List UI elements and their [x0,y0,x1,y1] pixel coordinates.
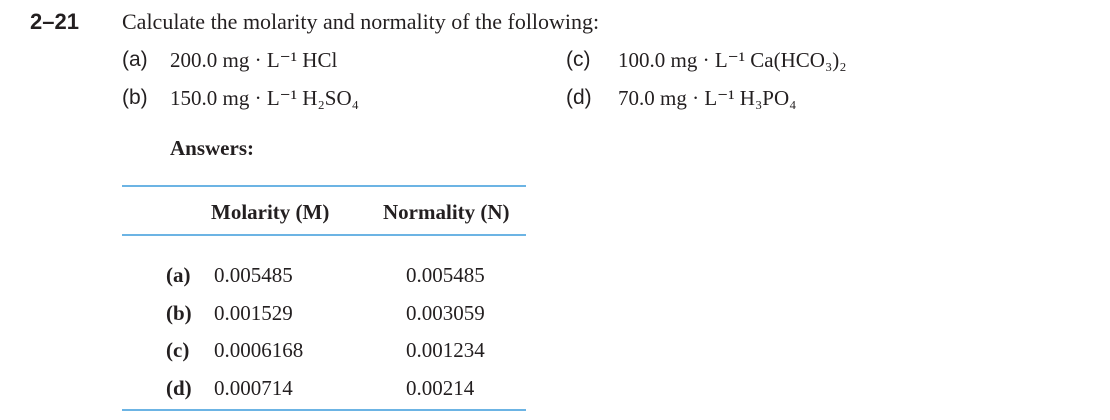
molarity: 0.001529 [214,300,293,325]
problem-number: 2–21 [30,9,79,34]
item-text: 200.0 mg · L⁻¹ HCl [170,48,338,72]
normality: 0.005485 [406,263,485,287]
column-header: Normality (N) [383,200,510,224]
table-rule [122,185,526,187]
column-header: Molarity (M) [211,200,330,224]
item-text: 100.0 mg · L⁻¹ Ca(HCO₃)₂ [618,48,847,72]
row-label: (c) [166,338,190,363]
row-label: (b) [166,300,192,325]
prompt: Calculate the molarity and normality of … [122,9,600,34]
item-label: (a) [122,48,148,71]
normality: 0.00214 [406,376,475,401]
molarity: 0.000714 [214,376,293,401]
table-rule [122,409,526,411]
row-label: (d) [166,376,192,401]
molarity: 0.0006168 [214,338,304,363]
item-label: (d) [566,86,592,109]
row-label: (a) [166,263,191,287]
molarity: 0.005485 [214,263,293,287]
item-text: 150.0 mg · L⁻¹ H₂SO₄ [170,86,359,110]
normality: 0.001234 [406,338,485,363]
item-text: 70.0 mg · L⁻¹ H₃PO₄ [618,86,797,110]
answers-title: Answers: [170,136,254,160]
table-rule [122,234,526,236]
item-label: (c) [566,48,591,71]
normality: 0.003059 [406,300,485,325]
item-label: (b) [122,86,148,109]
